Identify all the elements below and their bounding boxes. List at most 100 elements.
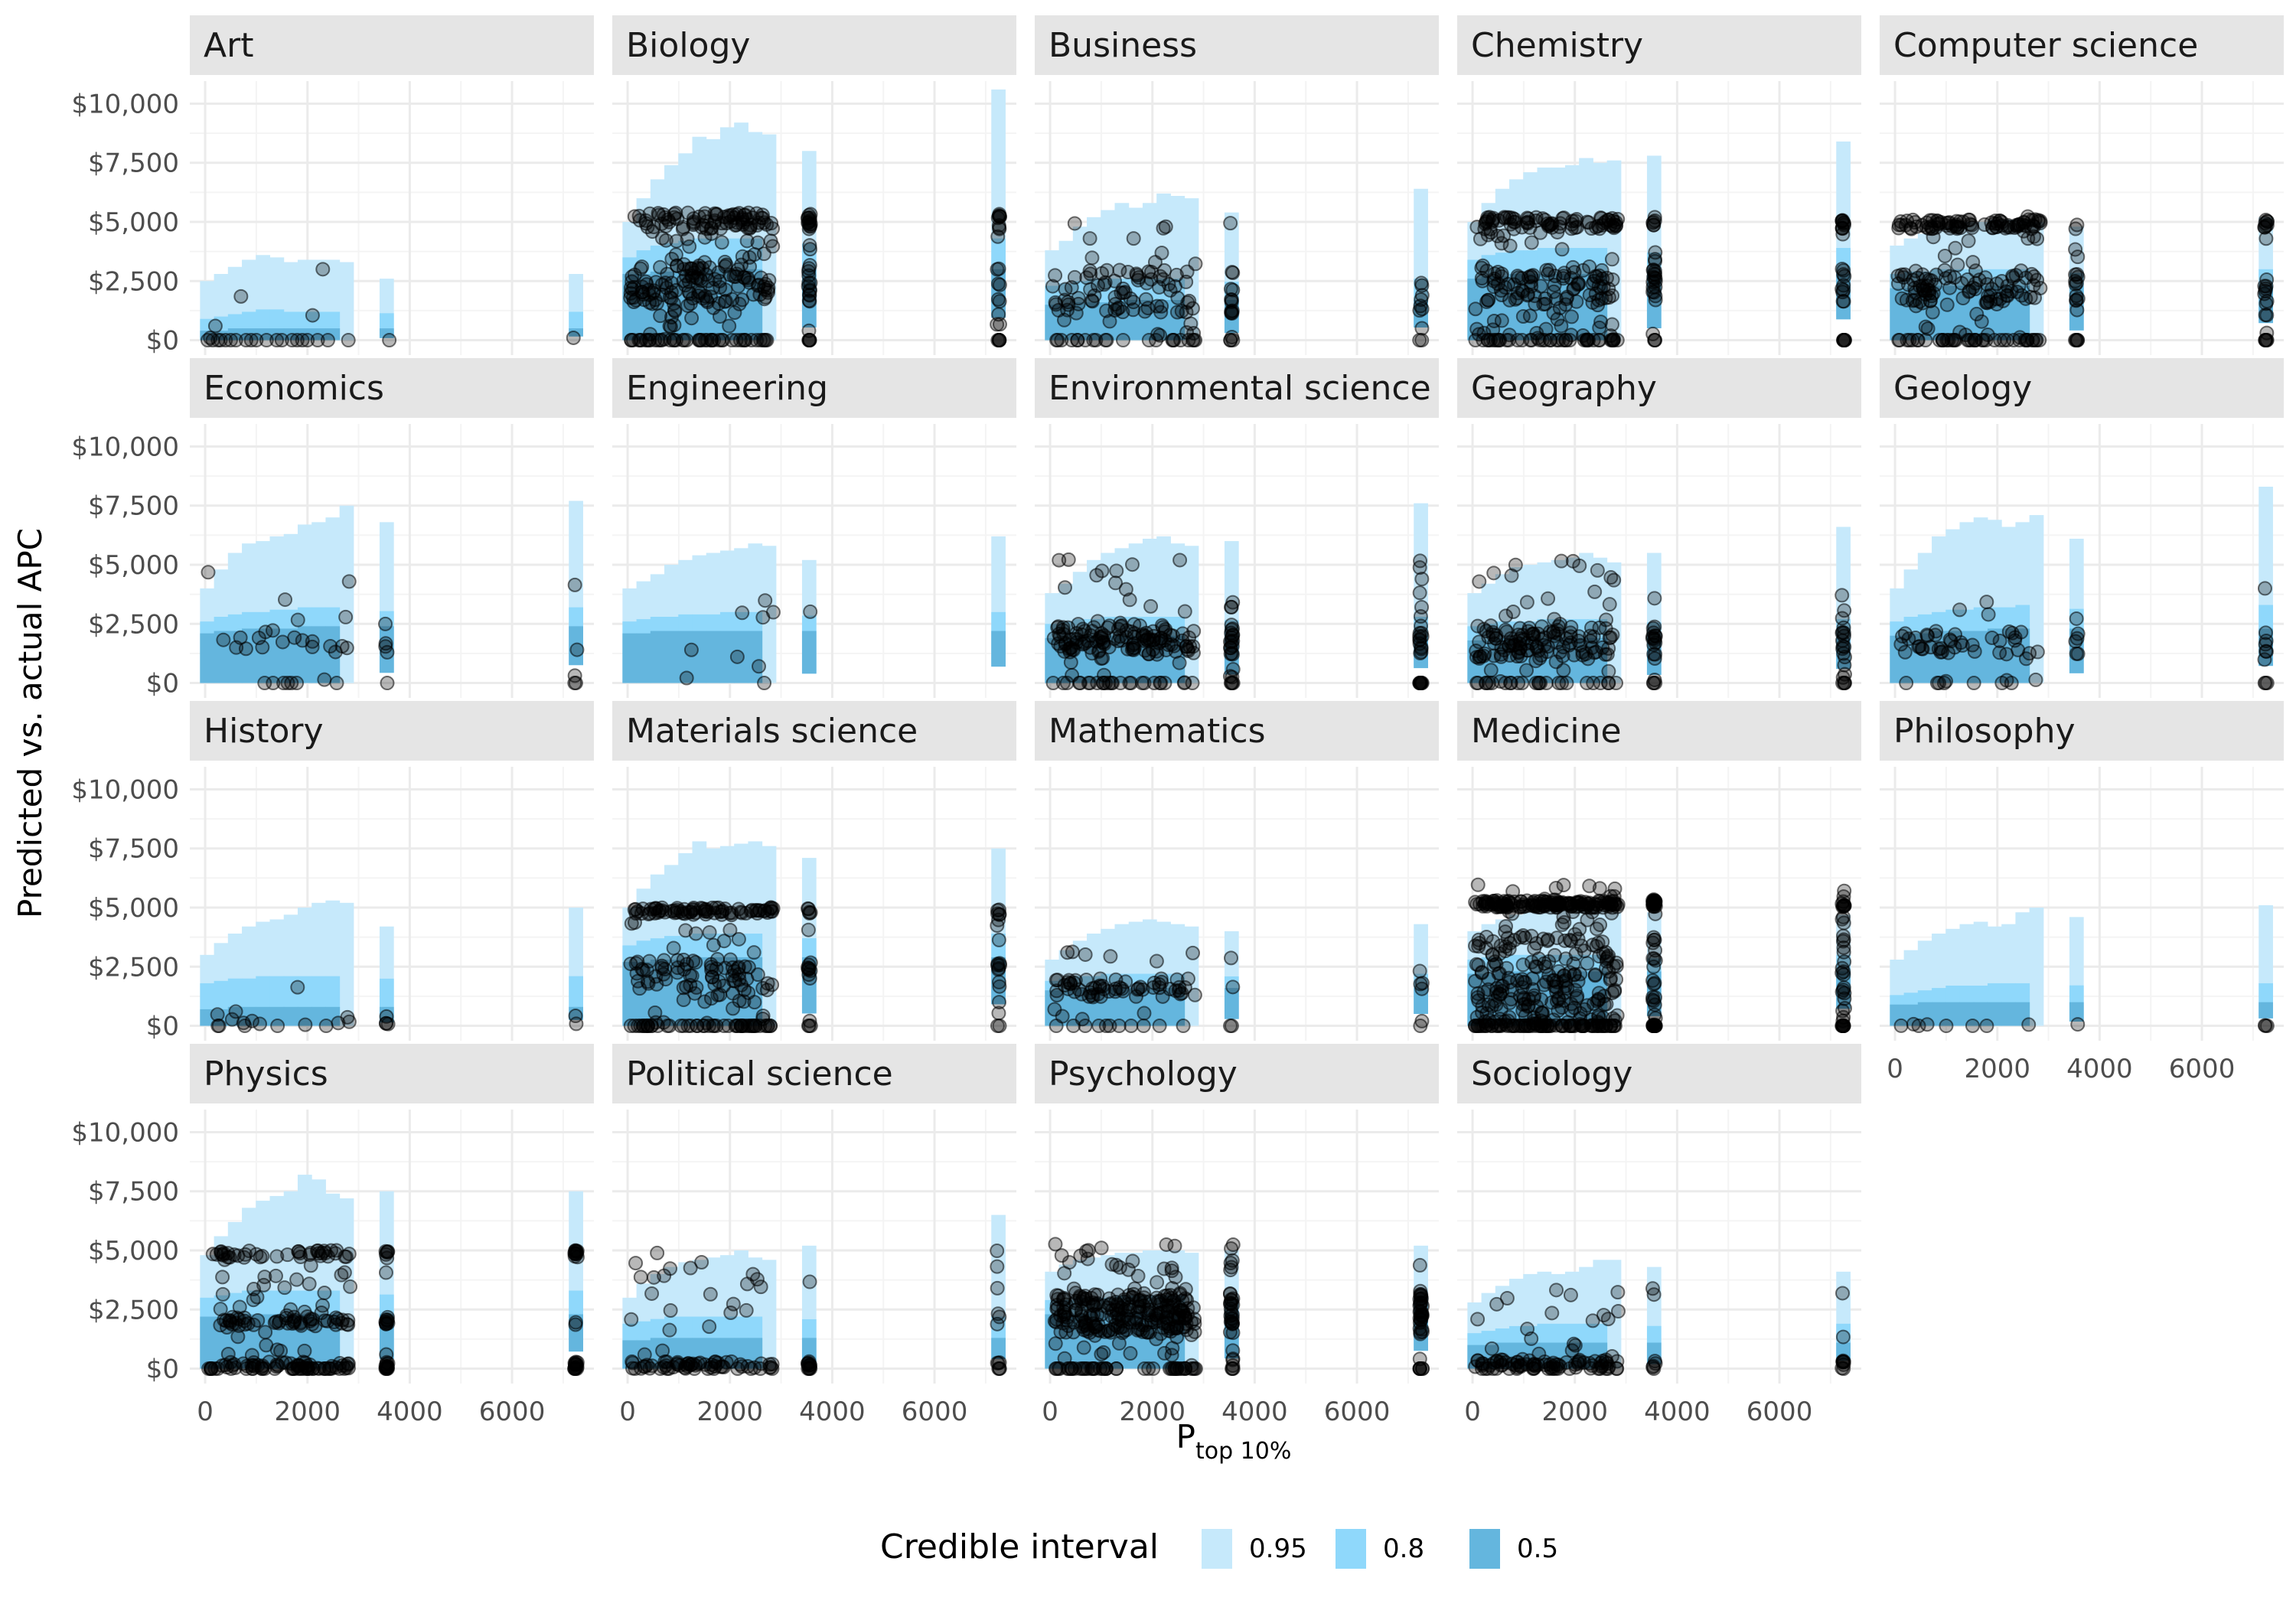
band-50 (2069, 285, 2084, 331)
data-point (1088, 1319, 1104, 1334)
data-point (1647, 895, 1662, 910)
data-point (1607, 983, 1623, 998)
data-point (1545, 973, 1561, 988)
data-point (634, 333, 649, 348)
data-point (1496, 210, 1512, 225)
data-point (1070, 333, 1085, 348)
data-point (1955, 637, 1970, 653)
data-point (1910, 270, 1926, 285)
data-point (801, 207, 817, 223)
band-50 (1224, 988, 1239, 1019)
data-point (1102, 1019, 1117, 1034)
data-point (1159, 642, 1174, 657)
data-point (646, 1270, 661, 1285)
data-point (725, 968, 740, 983)
data-point (2257, 581, 2272, 596)
data-point (1175, 1303, 1190, 1319)
data-point (1086, 620, 1101, 635)
data-point (623, 1019, 638, 1034)
data-point (380, 676, 395, 691)
data-point (1610, 1304, 1626, 1319)
data-point (1524, 235, 1539, 250)
facet-history: History $0 $2,500 $5,000 $7,500 $10,000 (71, 701, 594, 1042)
data-point (1918, 319, 1933, 334)
band-50 (1087, 302, 1101, 341)
band-50 (200, 633, 215, 683)
data-point (1564, 309, 1579, 324)
data-point (2069, 293, 2084, 308)
data-point (1468, 333, 1483, 348)
data-point (258, 1325, 273, 1340)
plot-area (190, 81, 594, 355)
data-point (1597, 647, 1613, 662)
data-point (647, 1005, 663, 1020)
data-point (2000, 288, 2015, 304)
data-point (1554, 553, 1569, 569)
data-point (1152, 279, 1167, 295)
data-point (1146, 975, 1162, 990)
data-point (723, 1305, 739, 1320)
data-point (1088, 980, 1103, 996)
data-point (228, 333, 243, 348)
data-point (746, 945, 762, 960)
data-point (1060, 945, 1075, 960)
plot-area (1035, 1110, 1439, 1384)
band-50 (1045, 305, 1060, 341)
data-point (1837, 333, 1852, 348)
data-point (1099, 262, 1114, 278)
data-point (318, 1019, 334, 1034)
data-point (1515, 957, 1531, 973)
data-point (2258, 625, 2273, 641)
data-point (1474, 271, 1489, 286)
data-point (1554, 676, 1570, 691)
data-point (1835, 588, 1850, 603)
data-point (1837, 883, 1852, 898)
data-point (1180, 642, 1195, 657)
data-point (625, 1355, 641, 1371)
data-point (1089, 568, 1104, 583)
data-point (218, 1313, 233, 1328)
data-point (1223, 647, 1238, 662)
data-point (1222, 1296, 1238, 1312)
data-point (1599, 996, 1614, 1012)
data-point (2258, 333, 2274, 348)
observed-points (1893, 581, 2275, 691)
data-point (1055, 620, 1071, 635)
data-point (694, 1254, 709, 1270)
data-point (1609, 958, 1624, 973)
data-point (1515, 309, 1531, 324)
data-point (1925, 305, 1940, 320)
data-point (223, 333, 238, 348)
data-point (223, 1354, 238, 1370)
observed-points (1469, 553, 1853, 691)
data-point (1061, 297, 1076, 312)
data-point (1061, 552, 1076, 567)
y-tick-label: $5,000 (88, 550, 179, 581)
data-point (764, 900, 779, 915)
data-point (1051, 1361, 1066, 1377)
data-point (1223, 1315, 1238, 1330)
data-point (705, 970, 720, 985)
x-tick-label: 4000 (377, 1397, 443, 1427)
data-point (1554, 917, 1570, 932)
plot-area (1880, 424, 2284, 698)
data-point (1607, 881, 1623, 896)
data-point (1577, 1019, 1592, 1034)
facet-title: Medicine (1471, 712, 1622, 751)
data-point (686, 217, 701, 233)
data-point (1108, 575, 1124, 591)
data-point (1414, 321, 1430, 336)
data-point (735, 605, 750, 621)
data-point (1978, 295, 1994, 310)
data-point (735, 333, 751, 348)
x-axis-label-sub: top 10% (1195, 1438, 1291, 1465)
data-point (803, 604, 818, 619)
data-point (709, 207, 724, 222)
data-point (228, 1004, 243, 1019)
plot-area (1880, 81, 2284, 355)
data-point (634, 961, 650, 976)
data-point (1587, 968, 1603, 983)
data-point (1573, 1006, 1588, 1021)
data-point (1470, 1312, 1486, 1327)
